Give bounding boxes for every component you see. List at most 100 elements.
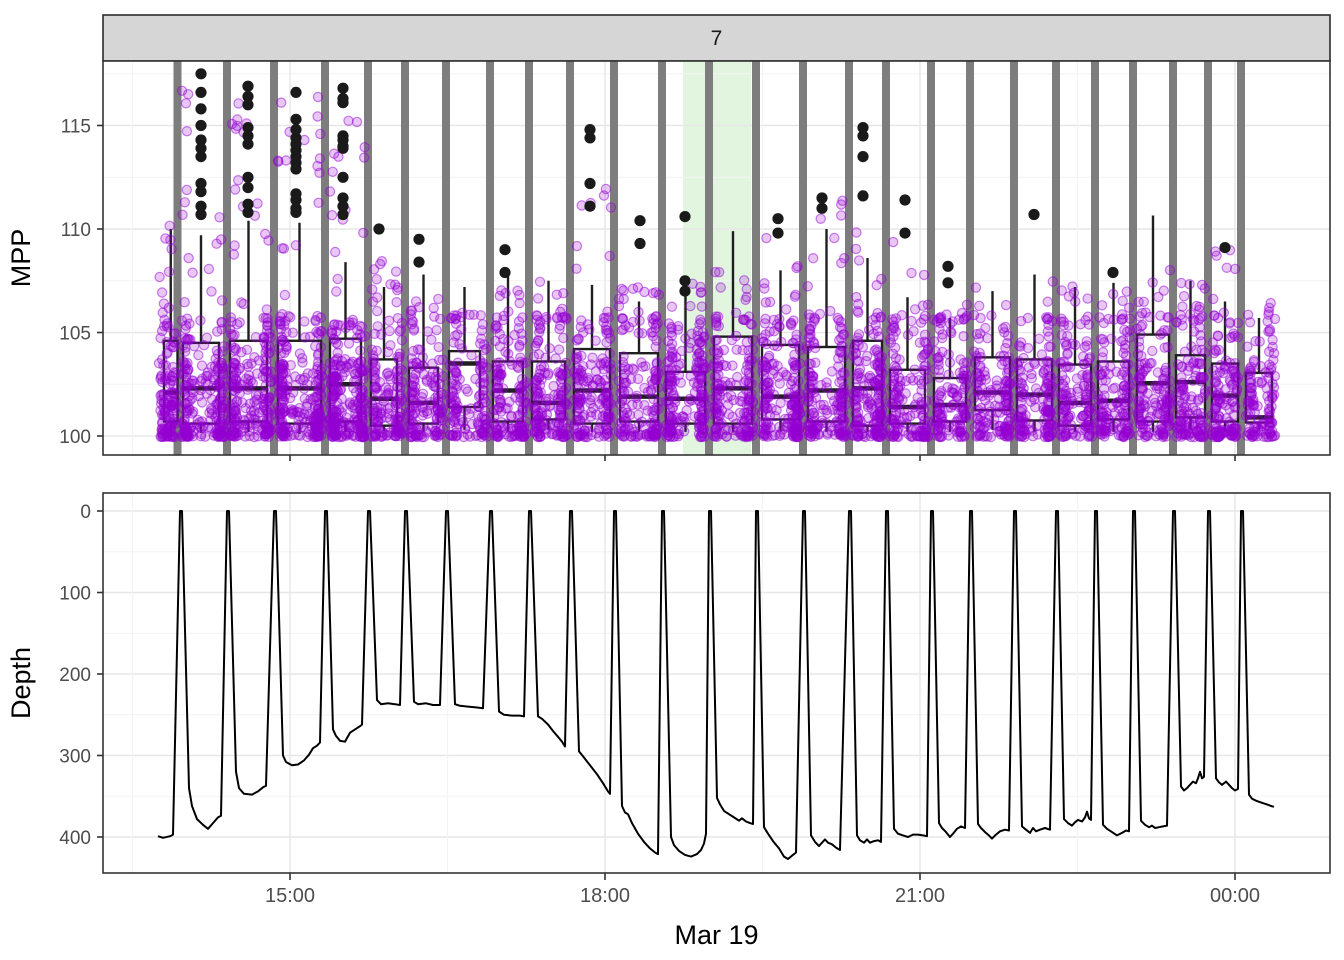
jitter-point [316,370,328,381]
jitter-point [217,368,229,380]
jitter-point [735,395,746,407]
jitter-point [206,286,217,297]
jitter-point [1158,389,1169,400]
jitter-point [394,390,406,402]
jitter-point [343,338,355,349]
jitter-point [1094,312,1105,323]
jitter-point [470,430,481,442]
jitter-point [758,336,769,348]
y-tick-label: 0 [80,502,91,523]
jitter-point [671,428,683,439]
jitter-point [492,404,503,415]
jitter-point [403,406,415,418]
jitter-point [249,431,260,443]
jitter-point [587,352,598,363]
jitter-point [605,202,617,213]
y-tick-label: 400 [59,828,91,849]
outlier-point [1107,266,1119,279]
jitter-point [182,88,194,100]
jitter-point [249,352,260,363]
jitter-point [408,325,420,336]
outlier-point [679,275,691,287]
jitter-point [164,220,175,231]
facet-strip: 7 [102,14,1331,62]
jitter-point [1044,419,1056,430]
jitter-point [450,395,462,407]
jitter-point [416,396,427,407]
jitter-point [158,298,170,309]
jitter-point [696,412,708,424]
jitter-point [885,337,897,348]
jitter-point [1187,314,1199,325]
outlier-point [290,113,302,125]
jitter-point [156,354,168,365]
jitter-point [825,305,836,317]
jitter-point [937,346,948,358]
jitter-point [598,312,610,324]
jitter-point [557,428,569,440]
jitter-point [179,197,190,208]
jitter-point [211,428,222,439]
jitter-point [418,360,429,371]
jitter-point [1067,398,1079,409]
jitter-point [571,240,583,252]
jitter-point [738,314,750,325]
jitter-point [768,314,780,326]
jitter-point [1198,431,1209,442]
jitter-point [991,375,1003,386]
jitter-point [532,293,544,304]
jitter-point [1224,375,1236,386]
y-axis-title-mpp: MPP [6,229,36,288]
outlier-point [679,211,691,223]
jitter-point [194,417,205,428]
jitter-point [177,209,188,220]
jitter-point [514,297,525,309]
jitter-point [263,413,274,424]
jitter-point [1228,410,1239,421]
jitter-point [476,333,487,344]
depth-panel-background [103,493,1330,873]
jitter-point [660,365,672,376]
jitter-point [393,415,405,426]
jitter-point [650,374,662,385]
outlier-point [242,80,254,92]
jitter-point [551,289,563,300]
jitter-point [1003,423,1015,434]
jitter-point [324,186,336,197]
jitter-point [1162,312,1173,323]
jitter-point [313,197,324,208]
jitter-point [157,425,168,436]
jitter-point [277,243,288,254]
jitter-point [183,252,194,264]
surface-bar [799,61,807,455]
y-tick-label: 100 [59,584,91,605]
jitter-point [497,383,509,394]
jitter-point [315,128,326,140]
jitter-point [1162,341,1173,353]
jitter-point [340,360,352,372]
jitter-point [1043,356,1054,367]
jitter-point [176,85,188,97]
surface-bar [705,61,713,455]
jitter-point [430,371,441,383]
jitter-point [351,116,363,128]
jitter-point [431,324,442,336]
jitter-point [1136,307,1148,319]
jitter-point [532,388,543,399]
jitter-point [449,413,461,425]
jitter-point [196,360,208,371]
jitter-point [803,309,815,320]
jitter-point [863,412,874,424]
jitter-point [179,389,191,400]
jitter-point [288,387,299,398]
jitter-point [970,405,982,416]
jitter-point [193,349,204,361]
jitter-point [723,409,735,420]
jitter-point [216,295,228,306]
jitter-point [478,393,490,404]
jitter-point [1186,428,1197,439]
jitter-point [1070,339,1081,351]
jitter-point [775,397,786,409]
jitter-point [201,388,213,399]
